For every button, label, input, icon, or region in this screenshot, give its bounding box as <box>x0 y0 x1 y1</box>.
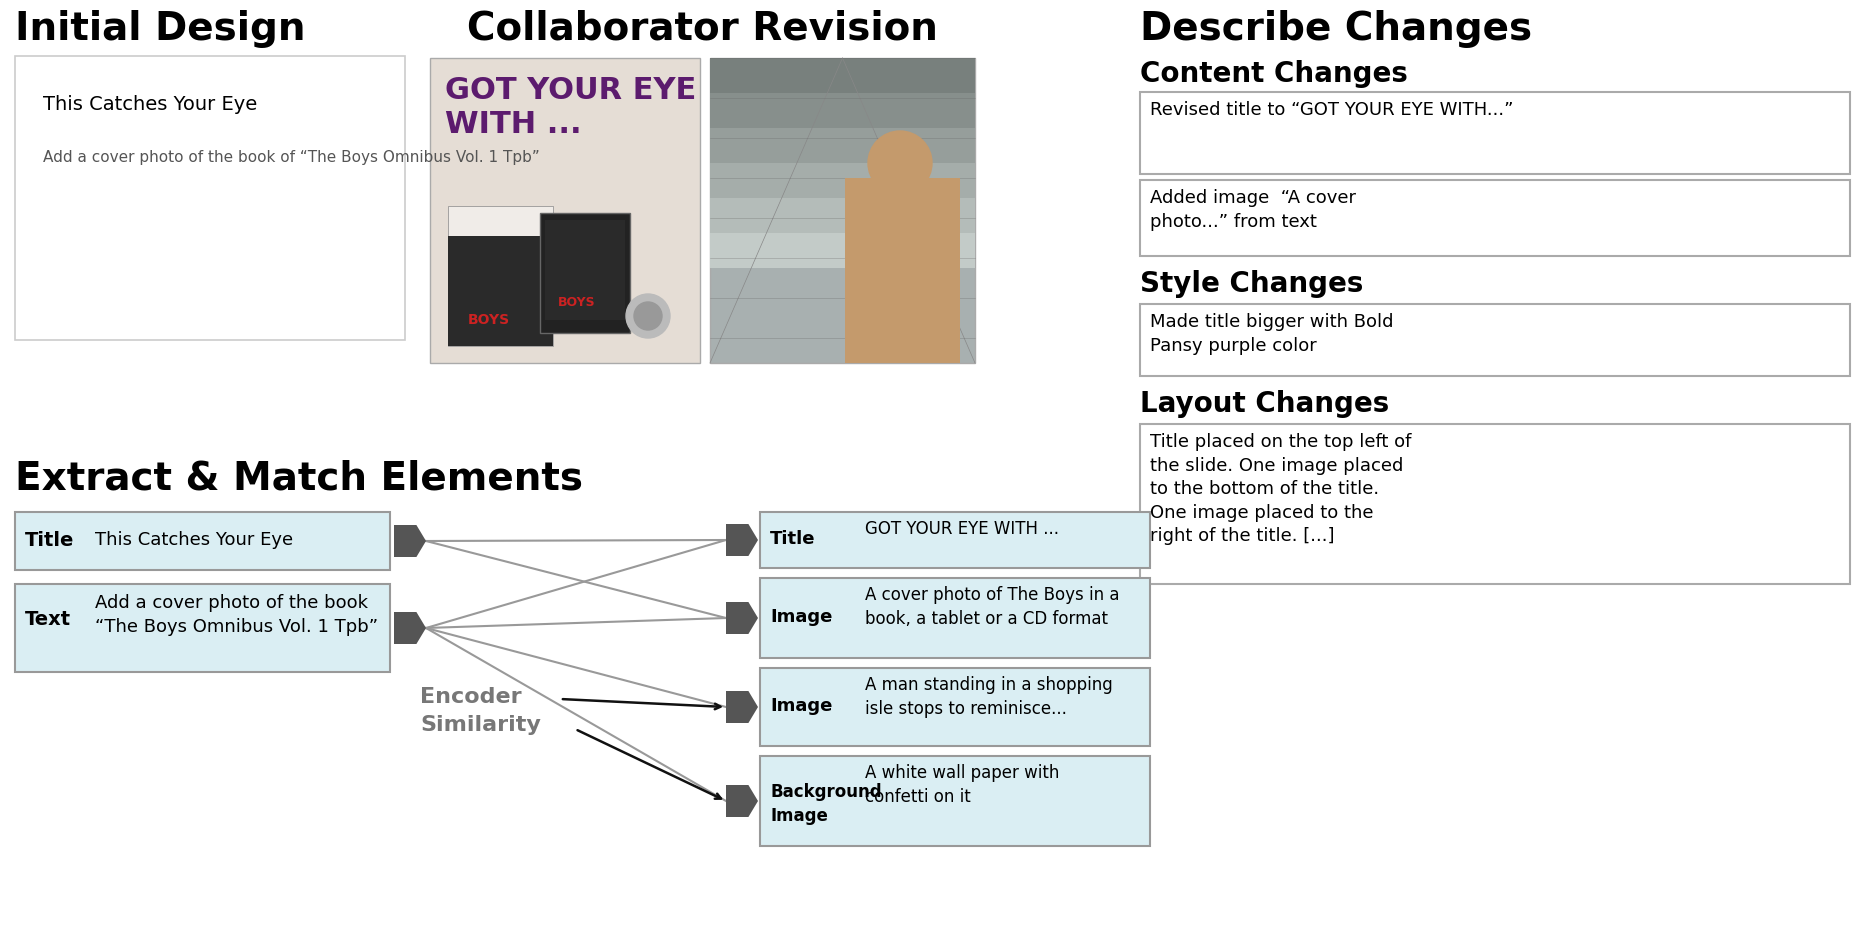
FancyBboxPatch shape <box>1140 424 1849 584</box>
Text: Title: Title <box>771 530 815 548</box>
Text: Title placed on the top left of
the slide. One image placed
to the bottom of the: Title placed on the top left of the slid… <box>1149 433 1411 545</box>
Text: Content Changes: Content Changes <box>1140 60 1407 88</box>
FancyBboxPatch shape <box>1140 92 1849 174</box>
Circle shape <box>625 294 670 338</box>
Text: BOYS: BOYS <box>468 313 509 327</box>
FancyBboxPatch shape <box>448 236 552 346</box>
FancyBboxPatch shape <box>759 512 1149 568</box>
FancyBboxPatch shape <box>709 128 976 163</box>
Text: Encoder: Encoder <box>420 687 522 707</box>
Circle shape <box>868 131 931 195</box>
Text: This Catches Your Eye: This Catches Your Eye <box>95 531 293 549</box>
FancyBboxPatch shape <box>759 578 1149 658</box>
Text: GOT YOUR EYE
WITH ...: GOT YOUR EYE WITH ... <box>444 76 696 138</box>
Text: GOT YOUR EYE WITH ...: GOT YOUR EYE WITH ... <box>866 520 1060 538</box>
Text: Extract & Match Elements: Extract & Match Elements <box>15 460 582 498</box>
Text: Describe Changes: Describe Changes <box>1140 10 1532 48</box>
FancyBboxPatch shape <box>709 58 976 363</box>
Polygon shape <box>726 602 758 634</box>
FancyBboxPatch shape <box>1140 180 1849 256</box>
FancyBboxPatch shape <box>759 668 1149 746</box>
Text: Style Changes: Style Changes <box>1140 270 1364 298</box>
FancyBboxPatch shape <box>1140 304 1849 376</box>
Text: Image: Image <box>771 697 832 715</box>
FancyBboxPatch shape <box>709 163 976 198</box>
Text: A man standing in a shopping
isle stops to reminisce...: A man standing in a shopping isle stops … <box>866 676 1112 717</box>
Text: Add a cover photo of the book of “The Boys Omnibus Vol. 1 Tpb”: Add a cover photo of the book of “The Bo… <box>43 150 539 165</box>
Text: BOYS: BOYS <box>558 296 595 309</box>
FancyBboxPatch shape <box>429 58 700 363</box>
Text: This Catches Your Eye: This Catches Your Eye <box>43 95 258 114</box>
Text: Background
Image: Background Image <box>771 783 881 824</box>
Polygon shape <box>726 524 758 556</box>
FancyBboxPatch shape <box>448 206 552 346</box>
Text: Added image  “A cover
photo...” from text: Added image “A cover photo...” from text <box>1149 189 1357 230</box>
Polygon shape <box>394 525 425 557</box>
FancyBboxPatch shape <box>545 220 625 320</box>
Polygon shape <box>394 612 425 644</box>
FancyBboxPatch shape <box>709 58 976 93</box>
FancyBboxPatch shape <box>539 213 631 333</box>
FancyBboxPatch shape <box>845 178 959 363</box>
Polygon shape <box>726 785 758 817</box>
FancyBboxPatch shape <box>15 512 390 570</box>
FancyBboxPatch shape <box>709 233 976 268</box>
Text: Initial Design: Initial Design <box>15 10 306 48</box>
Text: Image: Image <box>771 608 832 626</box>
Circle shape <box>634 302 662 330</box>
Text: Add a cover photo of the book
“The Boys Omnibus Vol. 1 Tpb”: Add a cover photo of the book “The Boys … <box>95 594 379 635</box>
Text: Title: Title <box>24 531 75 550</box>
Text: Text: Text <box>24 610 71 629</box>
FancyBboxPatch shape <box>709 198 976 233</box>
Text: A cover photo of The Boys in a
book, a tablet or a CD format: A cover photo of The Boys in a book, a t… <box>866 586 1120 628</box>
Text: Revised title to “GOT YOUR EYE WITH...”: Revised title to “GOT YOUR EYE WITH...” <box>1149 101 1513 119</box>
Text: A white wall paper with
confetti on it: A white wall paper with confetti on it <box>866 764 1060 806</box>
FancyBboxPatch shape <box>15 56 405 340</box>
Text: Made title bigger with Bold
Pansy purple color: Made title bigger with Bold Pansy purple… <box>1149 313 1394 354</box>
Text: Similarity: Similarity <box>420 715 541 735</box>
Polygon shape <box>726 691 758 723</box>
Text: Layout Changes: Layout Changes <box>1140 390 1390 418</box>
FancyBboxPatch shape <box>709 93 976 128</box>
FancyBboxPatch shape <box>759 756 1149 846</box>
Text: Collaborator Revision: Collaborator Revision <box>466 10 937 48</box>
FancyBboxPatch shape <box>15 584 390 672</box>
